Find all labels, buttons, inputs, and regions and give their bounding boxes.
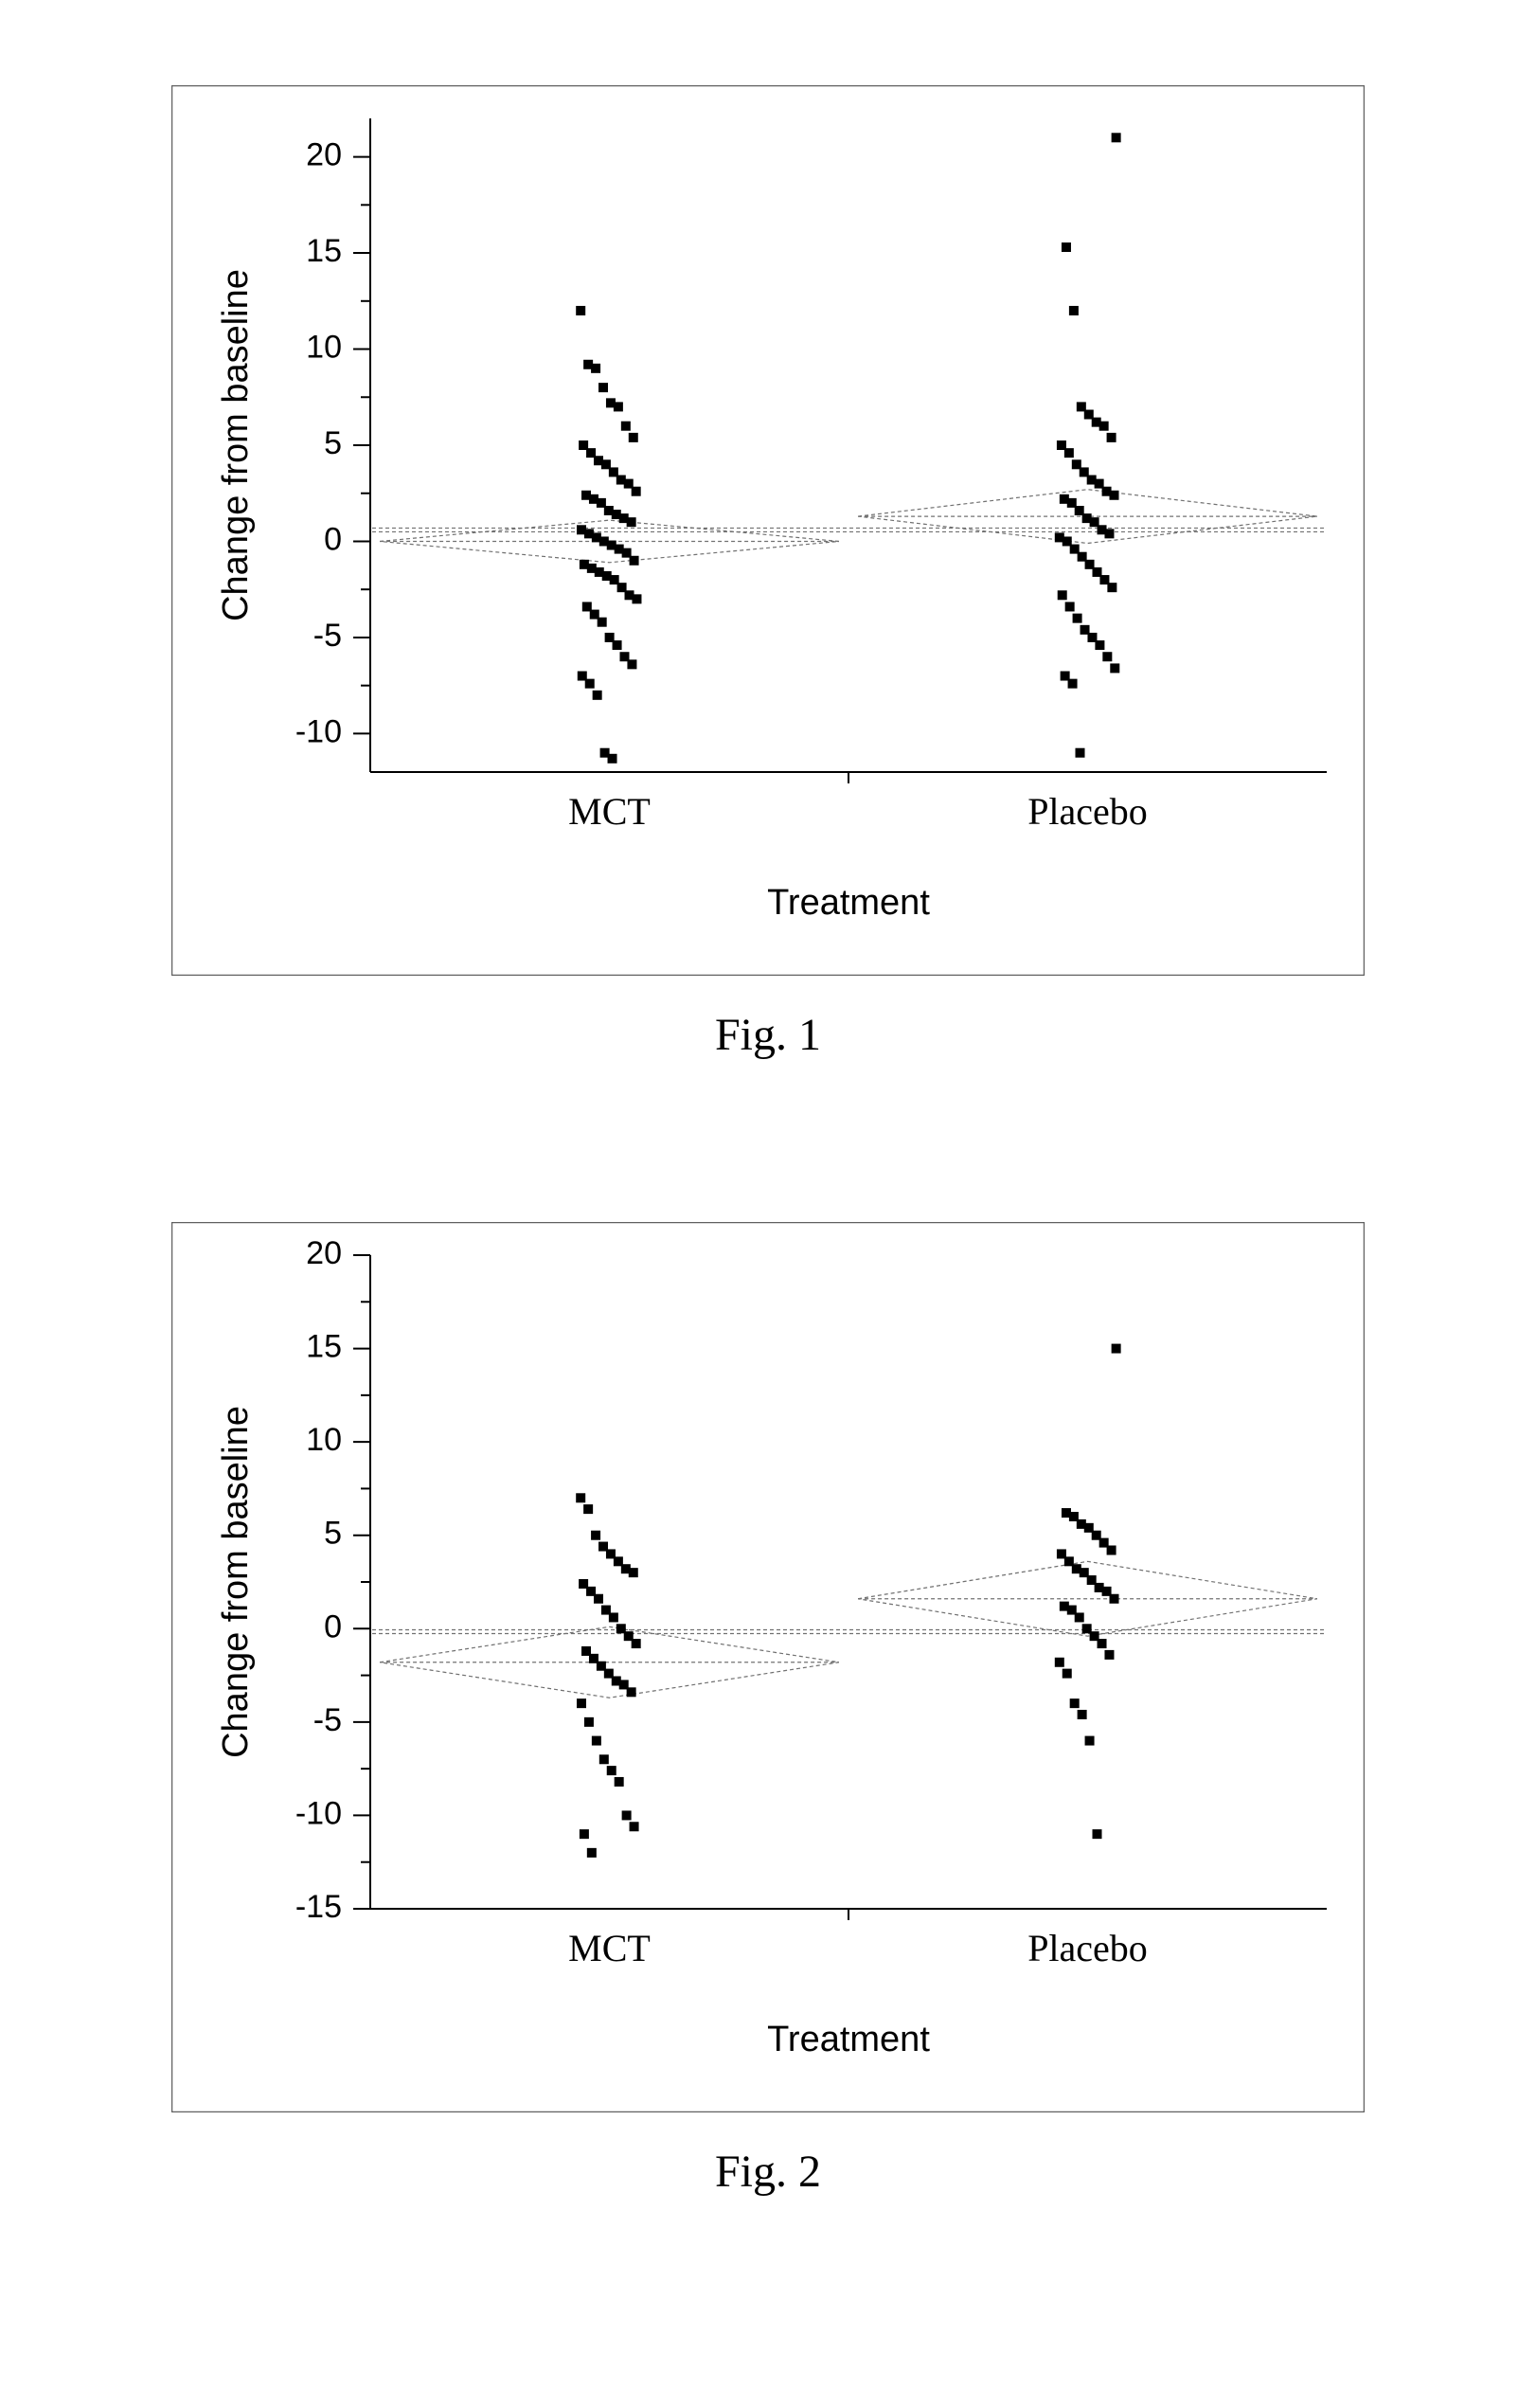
svg-text:MCT: MCT (568, 790, 651, 833)
svg-text:-10: -10 (295, 1795, 342, 1831)
svg-text:Placebo: Placebo (1027, 790, 1148, 833)
svg-text:-5: -5 (313, 618, 342, 654)
svg-text:10: 10 (306, 330, 342, 366)
svg-text:0: 0 (324, 1608, 342, 1644)
svg-text:Change from baseline: Change from baseline (216, 269, 256, 621)
svg-text:-5: -5 (313, 1702, 342, 1738)
page: -10 -5 0 5 10 15 20 MCT Placebo Treatment Change f… (0, 0, 1536, 2408)
svg-text:MCT: MCT (568, 1927, 651, 1969)
svg-text:Treatment: Treatment (767, 883, 930, 923)
svg-text:15: 15 (306, 233, 342, 269)
figure-1-wrap: -10 -5 0 5 10 15 20 MCT Placebo Treatment Change f… (171, 85, 1365, 1061)
figure-2-caption: Fig. 2 (171, 2146, 1365, 2198)
svg-text:5: 5 (324, 1516, 342, 1552)
svg-text:Change from baseline: Change from baseline (216, 1406, 256, 1758)
svg-text:20: 20 (306, 1235, 342, 1271)
figure-2-chart: -15 -10 -5 0 5 10 15 20 MCT Placebo Treatment Chang… (171, 1222, 1365, 2112)
svg-text:20: 20 (306, 137, 342, 173)
svg-text:5: 5 (324, 425, 342, 461)
figure-1-caption: Fig. 1 (171, 1009, 1365, 1061)
svg-text:Placebo: Placebo (1027, 1927, 1148, 1969)
figure-2-wrap: -15 -10 -5 0 5 10 15 20 MCT Placebo Treatment Chang… (171, 1222, 1365, 2198)
svg-text:0: 0 (324, 521, 342, 557)
svg-text:10: 10 (306, 1422, 342, 1458)
figure-1-chart: -10 -5 0 5 10 15 20 MCT Placebo Treatment Change f… (171, 85, 1365, 976)
svg-text:Treatment: Treatment (767, 2020, 930, 2059)
svg-text:15: 15 (306, 1329, 342, 1365)
svg-text:-10: -10 (295, 713, 342, 749)
svg-text:-15: -15 (295, 1889, 342, 1925)
